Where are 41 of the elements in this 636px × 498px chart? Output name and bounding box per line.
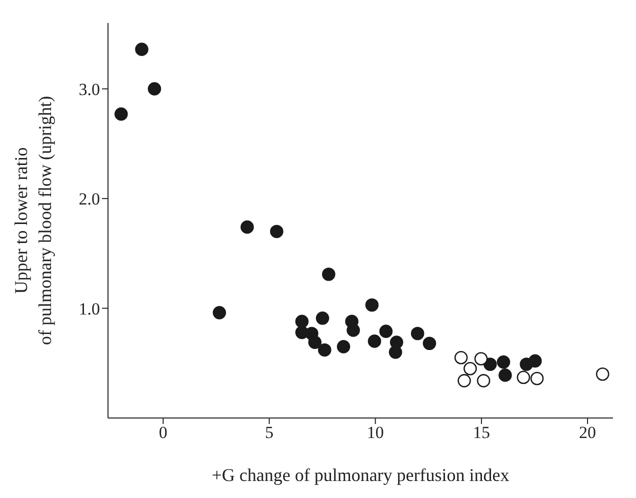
y-axis-title: Upper to lower ratio of pulmonary blood flow (upright)	[11, 96, 55, 345]
point	[148, 82, 162, 96]
point	[316, 312, 330, 325]
point	[336, 340, 350, 354]
point	[464, 362, 477, 376]
y-tick-label: 3.0	[78, 80, 100, 99]
point	[368, 334, 382, 348]
point	[422, 336, 436, 350]
x-axis-title: +G change of pulmonary perfusion index	[212, 464, 510, 485]
point	[458, 374, 471, 388]
y-tick-label: 2.0	[78, 190, 100, 209]
point	[240, 220, 254, 234]
point	[528, 354, 542, 368]
point	[308, 336, 322, 349]
point	[379, 324, 393, 338]
point	[596, 367, 610, 381]
point	[212, 306, 226, 320]
x-tick-label: 0	[158, 423, 168, 442]
x-tick-label: 15	[472, 423, 490, 442]
point	[483, 358, 497, 371]
y-tick-label: 1.0	[78, 299, 100, 318]
point	[410, 326, 424, 340]
point	[530, 372, 544, 386]
x-tick-label: 20	[579, 423, 596, 442]
point	[476, 374, 490, 388]
point	[454, 351, 468, 364]
point	[365, 298, 379, 312]
point	[496, 355, 510, 369]
point	[270, 224, 284, 238]
point	[135, 42, 148, 56]
point	[388, 346, 402, 359]
point	[114, 107, 128, 121]
point	[318, 343, 332, 357]
x-tick-label: 5	[265, 423, 274, 442]
point	[498, 368, 512, 382]
point	[295, 314, 309, 328]
x-tick-label: 10	[366, 423, 384, 442]
point	[474, 352, 488, 366]
point	[322, 268, 336, 281]
point	[346, 324, 360, 337]
point	[516, 370, 530, 384]
